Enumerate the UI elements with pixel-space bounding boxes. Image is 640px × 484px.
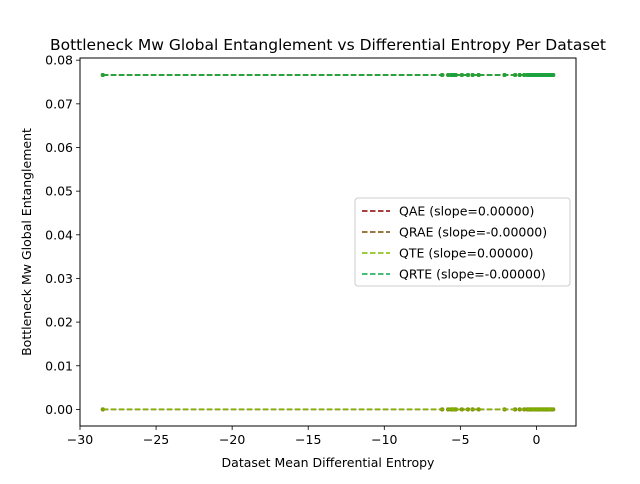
y-axis-label: Bottleneck Mw Global Entanglement bbox=[19, 128, 34, 356]
legend-label: QRTE (slope=-0.00000) bbox=[399, 267, 546, 282]
legend-box bbox=[354, 197, 571, 287]
data-point bbox=[476, 407, 481, 412]
y-tick-label: 0.07 bbox=[45, 96, 73, 111]
x-tick-label: −15 bbox=[295, 432, 321, 447]
x-tick-label: −30 bbox=[67, 432, 93, 447]
data-point bbox=[459, 407, 464, 412]
x-axis-label: Dataset Mean Differential Entropy bbox=[222, 455, 435, 470]
y-tick-label: 0.03 bbox=[45, 271, 73, 286]
x-axis: −30 −25 −20 −15 −10 −5 0 bbox=[67, 426, 540, 447]
legend: QAE (slope=0.00000) QRAE (slope=-0.00000)… bbox=[354, 197, 571, 287]
plot-marks bbox=[100, 73, 556, 412]
data-point bbox=[476, 73, 481, 78]
plot-frame bbox=[79, 57, 577, 427]
x-tick-label: −20 bbox=[219, 432, 245, 447]
y-tick-label: 0.08 bbox=[45, 53, 73, 68]
chart-title: Bottleneck Mw Global Entanglement vs Dif… bbox=[50, 36, 606, 54]
y-axis: 0.00 0.01 0.02 0.03 0.04 0.05 0.06 0.07 0.08 bbox=[45, 53, 80, 417]
x-tick-label: −10 bbox=[371, 432, 397, 447]
y-tick-label: 0.05 bbox=[45, 184, 73, 199]
y-tick-label: 0.06 bbox=[45, 140, 73, 155]
legend-label: QRAE (slope=-0.00000) bbox=[399, 225, 547, 240]
x-tick-label: −25 bbox=[143, 432, 169, 447]
y-tick-label: 0.02 bbox=[45, 315, 73, 330]
data-point bbox=[459, 73, 464, 78]
legend-label: QTE (slope=0.00000) bbox=[399, 246, 534, 261]
x-tick-label: −5 bbox=[451, 432, 469, 447]
legend-label: QAE (slope=0.00000) bbox=[399, 204, 534, 219]
y-tick-label: 0.04 bbox=[45, 227, 73, 242]
y-tick-label: 0.01 bbox=[45, 358, 73, 373]
y-tick-label: 0.00 bbox=[45, 402, 73, 417]
x-tick-label: 0 bbox=[532, 432, 540, 447]
